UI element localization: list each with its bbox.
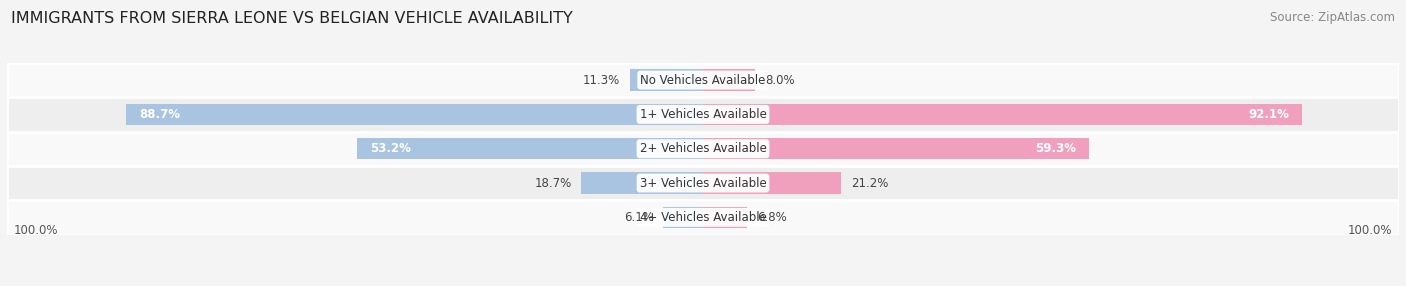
Text: 100.0%: 100.0% [14, 224, 58, 237]
Text: 92.1%: 92.1% [1249, 108, 1289, 121]
Text: 53.2%: 53.2% [370, 142, 411, 155]
Bar [664, 207, 703, 228]
Text: 1+ Vehicles Available: 1+ Vehicles Available [640, 108, 766, 121]
Text: 11.3%: 11.3% [582, 74, 620, 87]
Text: 6.1%: 6.1% [624, 211, 654, 224]
Bar [7, 132, 1399, 166]
Bar [703, 207, 747, 228]
Bar [7, 166, 1399, 200]
Bar [7, 97, 1399, 132]
Text: 100.0%: 100.0% [1348, 224, 1392, 237]
Text: No Vehicles Available: No Vehicles Available [640, 74, 766, 87]
Bar [357, 138, 703, 159]
Text: IMMIGRANTS FROM SIERRA LEONE VS BELGIAN VEHICLE AVAILABILITY: IMMIGRANTS FROM SIERRA LEONE VS BELGIAN … [11, 11, 574, 26]
Bar [581, 172, 703, 194]
Text: 18.7%: 18.7% [534, 176, 572, 190]
Text: 3+ Vehicles Available: 3+ Vehicles Available [640, 176, 766, 190]
Text: 21.2%: 21.2% [851, 176, 889, 190]
Text: 8.0%: 8.0% [765, 74, 794, 87]
Text: 59.3%: 59.3% [1035, 142, 1076, 155]
Bar [7, 63, 1399, 97]
Bar [703, 69, 755, 91]
Bar [703, 104, 1302, 125]
Text: 6.8%: 6.8% [756, 211, 787, 224]
Text: 88.7%: 88.7% [139, 108, 180, 121]
Text: Source: ZipAtlas.com: Source: ZipAtlas.com [1270, 11, 1395, 24]
Bar [127, 104, 703, 125]
Text: 4+ Vehicles Available: 4+ Vehicles Available [640, 211, 766, 224]
Text: 2+ Vehicles Available: 2+ Vehicles Available [640, 142, 766, 155]
Bar [703, 138, 1088, 159]
Bar [703, 172, 841, 194]
Bar [7, 200, 1399, 235]
Bar [630, 69, 703, 91]
